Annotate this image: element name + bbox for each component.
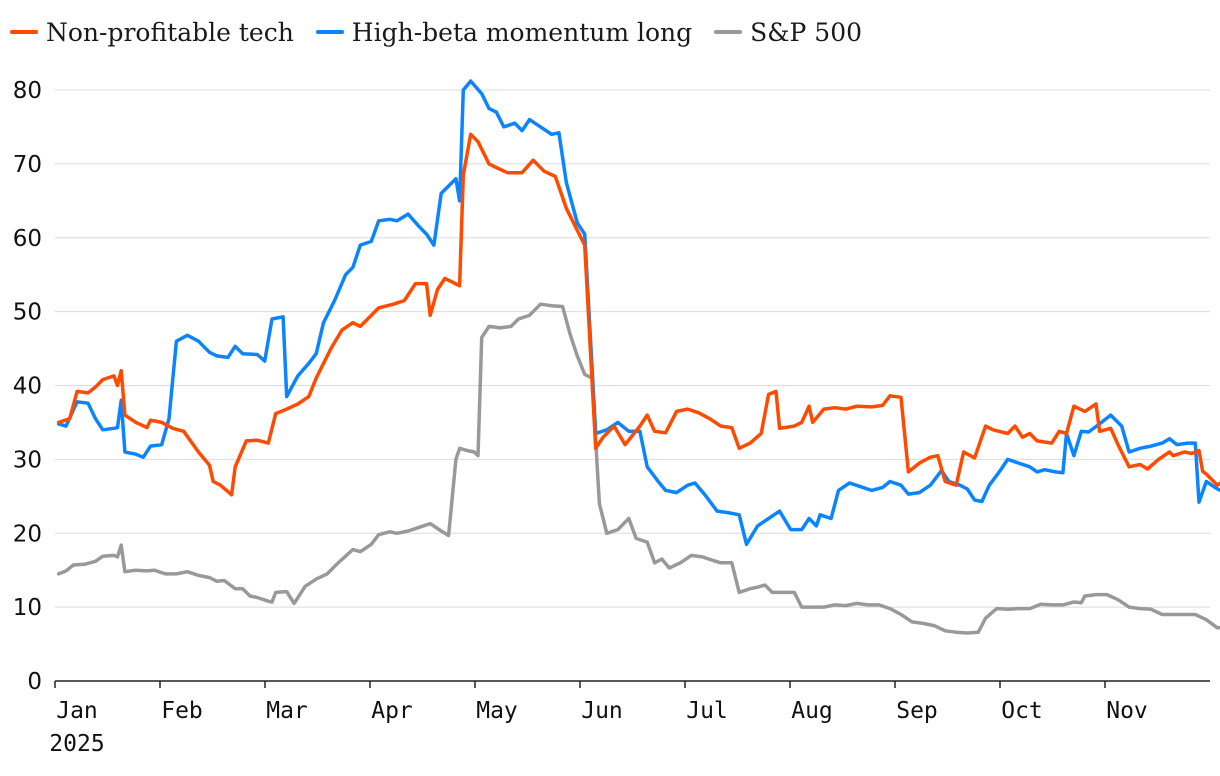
series-line-1 xyxy=(56,79,1220,547)
x-tick-label: Jul xyxy=(686,698,728,724)
y-tick-label: 80 xyxy=(13,78,42,104)
y-tick-label: 10 xyxy=(13,595,42,621)
x-tick-label: Sep xyxy=(896,698,938,724)
y-tick-label: 60 xyxy=(13,226,42,252)
year-label: 2025 xyxy=(49,731,104,757)
y-tick-label: 20 xyxy=(13,521,42,547)
y-tick-label: 70 xyxy=(13,152,42,178)
legend: Non-profitable tech High-beta momentum lo… xyxy=(10,12,884,52)
y-tick-label: 30 xyxy=(13,447,42,473)
legend-label: High-beta momentum long xyxy=(351,17,693,47)
y-tick-label: 50 xyxy=(13,300,42,326)
series-lines xyxy=(56,79,1220,635)
x-tick-label: Feb xyxy=(161,698,203,724)
legend-swatch xyxy=(10,30,38,34)
x-tick-label: Mar xyxy=(266,698,308,724)
x-tick-label: Jun xyxy=(581,698,623,724)
x-axis: Jan Feb Mar Apr May Jun Jul Aug Sep Oct Nov 2025 xyxy=(49,680,1210,757)
grid-lines xyxy=(55,89,1210,608)
series-line-2 xyxy=(56,302,1220,635)
x-tick-label: Oct xyxy=(1001,698,1043,724)
legend-label: S&P 500 xyxy=(750,17,863,47)
y-tick-label: 40 xyxy=(13,374,42,400)
series-line-0 xyxy=(56,132,1220,497)
legend-swatch xyxy=(714,30,743,34)
y-axis-ticks: 0 10 20 30 40 50 60 70 80 xyxy=(13,78,42,695)
x-tick-label: Aug xyxy=(791,698,833,724)
y-tick-label: 0 xyxy=(27,669,42,695)
legend-swatch xyxy=(315,30,344,34)
legend-item: S&P 500 xyxy=(714,18,862,47)
x-tick-label: Jan xyxy=(56,698,98,724)
x-tick-label: Apr xyxy=(371,698,413,724)
legend-item: High-beta momentum long xyxy=(315,17,693,47)
x-tick-label: May xyxy=(476,698,518,724)
legend-item: Non-profitable tech xyxy=(10,18,294,47)
legend-label: Non-profitable tech xyxy=(46,17,294,47)
x-tick-label: Nov xyxy=(1106,698,1148,724)
